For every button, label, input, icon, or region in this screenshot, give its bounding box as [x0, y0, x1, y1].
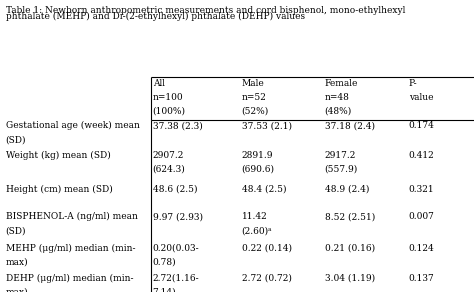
Text: 48.9 (2.4): 48.9 (2.4): [325, 185, 369, 194]
Text: All: All: [153, 79, 164, 88]
Text: 0.174: 0.174: [409, 121, 435, 130]
Text: max): max): [6, 288, 28, 292]
Text: MEHP (μg/ml) median (min-: MEHP (μg/ml) median (min-: [6, 244, 135, 253]
Text: DEHP (μg/ml) median (min-: DEHP (μg/ml) median (min-: [6, 274, 133, 283]
Text: n=100: n=100: [153, 93, 183, 102]
Text: 0.22 (0.14): 0.22 (0.14): [242, 244, 292, 253]
Text: n=48: n=48: [325, 93, 349, 102]
Text: (624.3): (624.3): [153, 165, 185, 174]
Text: Gestational age (week) mean: Gestational age (week) mean: [6, 121, 139, 130]
Text: max): max): [6, 258, 28, 267]
Text: value: value: [409, 93, 433, 102]
Text: 48.4 (2.5): 48.4 (2.5): [242, 185, 286, 194]
Text: Female: Female: [325, 79, 358, 88]
Text: n=52: n=52: [242, 93, 266, 102]
Text: 48.6 (2.5): 48.6 (2.5): [153, 185, 197, 194]
Text: 0.78): 0.78): [153, 258, 176, 267]
Text: 0.007: 0.007: [409, 212, 435, 221]
Text: 11.42: 11.42: [242, 212, 267, 221]
Text: 0.21 (0.16): 0.21 (0.16): [325, 244, 375, 253]
Text: 37.53 (2.1): 37.53 (2.1): [242, 121, 292, 130]
Text: (557.9): (557.9): [325, 165, 358, 174]
Text: Height (cm) mean (SD): Height (cm) mean (SD): [6, 185, 112, 194]
Text: 0.137: 0.137: [409, 274, 434, 283]
Text: 8.52 (2.51): 8.52 (2.51): [325, 212, 375, 221]
Text: 0.124: 0.124: [409, 244, 434, 253]
Text: 2917.2: 2917.2: [325, 151, 356, 160]
Text: (48%): (48%): [325, 107, 352, 116]
Text: Male: Male: [242, 79, 264, 88]
Text: 2891.9: 2891.9: [242, 151, 273, 160]
Text: 7.14): 7.14): [153, 288, 176, 292]
Text: Table 1: Newborn anthropometric measurements and cord bisphenol, mono-ethylhexyl: Table 1: Newborn anthropometric measurem…: [6, 6, 405, 15]
Text: (SD): (SD): [6, 226, 26, 235]
Text: 0.321: 0.321: [409, 185, 434, 194]
Text: 37.38 (2.3): 37.38 (2.3): [153, 121, 202, 130]
Text: 0.20(0.03-: 0.20(0.03-: [153, 244, 199, 253]
Text: (2.60)ᵃ: (2.60)ᵃ: [242, 226, 273, 235]
Text: 2.72(1.16-: 2.72(1.16-: [153, 274, 199, 283]
Text: BISPHENOL-A (ng/ml) mean: BISPHENOL-A (ng/ml) mean: [6, 212, 137, 221]
Text: phthalate (MEHP) and Di-(2-ethylhexyl) phthalate (DEHP) values: phthalate (MEHP) and Di-(2-ethylhexyl) p…: [6, 12, 305, 21]
Text: 3.04 (1.19): 3.04 (1.19): [325, 274, 375, 283]
Text: (100%): (100%): [153, 107, 186, 116]
Text: 2907.2: 2907.2: [153, 151, 184, 160]
Text: (SD): (SD): [6, 135, 26, 144]
Text: 9.97 (2.93): 9.97 (2.93): [153, 212, 202, 221]
Text: P-: P-: [409, 79, 417, 88]
Text: 37.18 (2.4): 37.18 (2.4): [325, 121, 374, 130]
Text: 0.412: 0.412: [409, 151, 434, 160]
Text: Weight (kg) mean (SD): Weight (kg) mean (SD): [6, 151, 110, 160]
Text: (52%): (52%): [242, 107, 269, 116]
Text: 2.72 (0.72): 2.72 (0.72): [242, 274, 292, 283]
Text: (690.6): (690.6): [242, 165, 275, 174]
